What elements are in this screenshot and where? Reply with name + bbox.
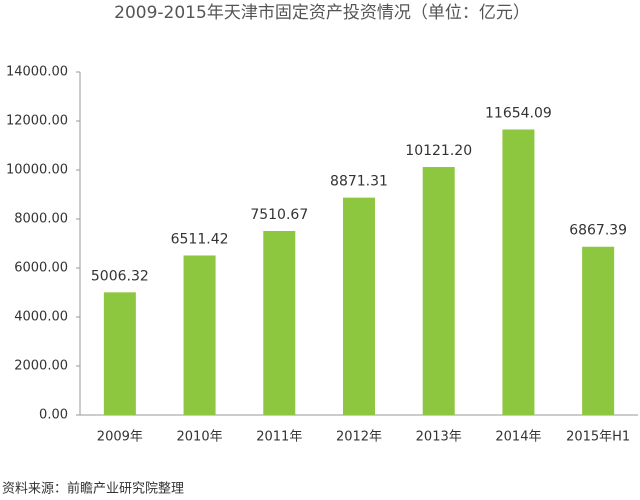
data-label: 6867.39 [569,223,627,239]
y-tick-label: 8000.00 [14,212,68,227]
y-tick-label: 6000.00 [14,261,68,276]
x-tick-label: 2011年 [256,430,302,445]
source-note: 资料来源：前瞻产业研究院整理 [2,481,184,497]
data-label: 8871.31 [330,174,388,190]
bar [582,246,615,415]
data-label: 7510.67 [250,207,308,223]
y-tick-label: 0.00 [39,408,68,423]
y-tick-label: 2000.00 [14,359,68,374]
bar [263,230,296,415]
bar [502,129,535,415]
bar [183,255,216,415]
chart-title: 2009-2015年天津市固定资产投资情况（单位：亿元） [114,3,530,23]
bar [103,292,136,415]
data-label: 5006.32 [91,268,149,284]
x-tick-label: 2013年 [416,430,462,445]
x-tick-label: 2012年 [336,430,382,445]
x-tick-label: 2010年 [177,430,223,445]
x-tick-label: 2009年 [97,430,143,445]
data-label: 11654.09 [485,105,552,121]
x-tick-label: 2015年H1 [566,430,630,445]
data-label: 6511.42 [171,231,229,247]
y-tick-label: 12000.00 [6,114,68,129]
x-tick-label: 2014年 [495,430,541,445]
y-tick-label: 10000.00 [6,163,68,178]
bar [422,167,455,415]
y-tick-label: 4000.00 [14,310,68,325]
data-label: 10121.20 [405,143,472,159]
y-tick-label: 14000.00 [6,65,68,80]
bar [343,197,375,415]
